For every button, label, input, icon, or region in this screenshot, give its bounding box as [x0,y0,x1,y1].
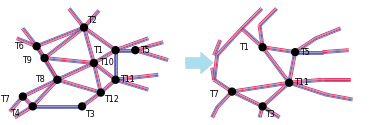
Circle shape [259,103,266,110]
Text: T12: T12 [104,95,119,104]
Text: T7: T7 [209,90,219,99]
Circle shape [54,76,61,83]
Circle shape [112,76,119,83]
Circle shape [229,88,235,95]
FancyArrow shape [186,52,213,74]
Circle shape [292,49,299,56]
Circle shape [41,55,48,62]
Text: T9: T9 [22,56,32,64]
Text: T4: T4 [10,109,20,118]
Circle shape [33,43,40,50]
Circle shape [19,93,26,100]
Circle shape [132,47,139,54]
Text: T5: T5 [140,46,150,55]
Circle shape [79,103,85,110]
Circle shape [90,60,97,66]
Text: T3: T3 [265,110,275,119]
Circle shape [97,89,104,96]
Text: T11: T11 [121,75,135,84]
Text: T11: T11 [294,78,309,87]
Text: T7: T7 [0,95,10,104]
Circle shape [112,47,119,54]
Circle shape [81,24,87,31]
Text: T3: T3 [85,110,95,119]
Text: T2: T2 [87,16,97,25]
Circle shape [29,103,36,110]
Circle shape [259,44,266,51]
Text: T10: T10 [99,58,113,68]
Text: T1: T1 [239,43,249,52]
Text: T1: T1 [93,46,103,55]
Text: T6: T6 [14,42,24,51]
Text: T8: T8 [35,75,45,84]
Text: T5: T5 [300,48,310,57]
Circle shape [286,79,293,86]
